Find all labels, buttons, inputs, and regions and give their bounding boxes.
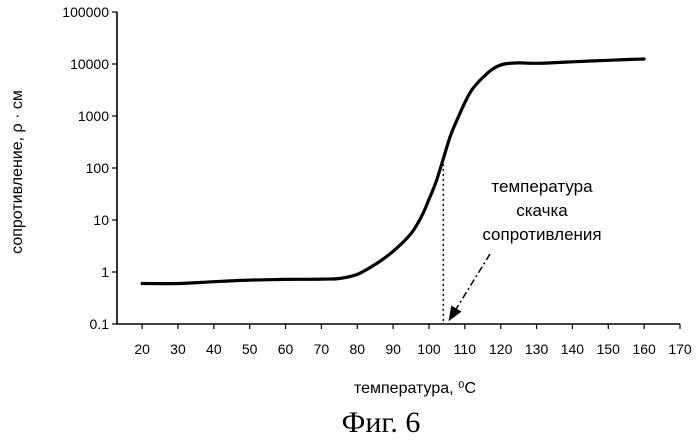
y-tick-label: 10000	[70, 56, 109, 72]
x-tick-label: 110	[454, 341, 477, 357]
x-tick-label: 80	[349, 341, 365, 357]
y-tick-label: 10	[93, 212, 109, 228]
x-tick-label: 130	[525, 341, 549, 357]
resistance-series-line	[142, 59, 644, 284]
x-axis-label: температура, ⁰C	[354, 380, 476, 397]
x-tick-label: 60	[278, 341, 294, 357]
figure-caption: Фиг. 6	[342, 406, 421, 439]
x-tick-label: 20	[134, 341, 150, 357]
x-tick-label: 70	[314, 341, 330, 357]
ticks: 2030405060708090100110120130140150160170…	[62, 4, 692, 357]
x-tick-label: 50	[242, 341, 258, 357]
y-tick-label: 1	[101, 264, 109, 280]
annotation-text-line: температура	[491, 177, 593, 196]
annotation-text-line: скачка	[516, 201, 568, 220]
x-tick-label: 170	[668, 341, 692, 357]
x-tick-label: 150	[597, 341, 621, 357]
x-tick-label: 100	[417, 341, 441, 357]
x-tick-label: 40	[206, 341, 222, 357]
y-tick-label: 0.1	[90, 316, 110, 332]
x-tick-label: 120	[489, 341, 513, 357]
resistance-temperature-chart: 2030405060708090100110120130140150160170…	[0, 0, 700, 440]
y-tick-label: 100000	[62, 4, 109, 20]
annotation-arrow	[449, 254, 490, 320]
annotation-text-line: сопротивления	[482, 225, 601, 244]
y-tick-label: 100	[86, 160, 110, 176]
x-tick-label: 160	[632, 341, 656, 357]
x-tick-label: 30	[170, 341, 186, 357]
axes	[117, 12, 680, 324]
y-tick-label: 1000	[78, 108, 109, 124]
y-axis-label: сопротивление, ρ · см	[9, 90, 26, 254]
x-tick-label: 140	[561, 341, 585, 357]
annotation-group: температура скачка сопротивления	[449, 177, 601, 320]
x-tick-label: 90	[385, 341, 401, 357]
